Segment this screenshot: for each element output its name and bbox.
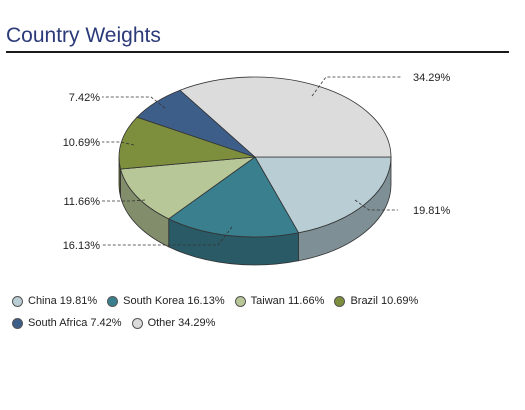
data-label-brazil: 10.69%: [63, 137, 101, 149]
legend-item-taiwan: Taiwan 11.66%: [234, 295, 325, 307]
legend: China 19.81% South Korea 16.13% Taiwan 1…: [12, 290, 452, 334]
data-label-south-korea: 16.13%: [63, 240, 101, 252]
pie-slice-south-korea: [167, 156, 300, 238]
data-label-taiwan: 11.66%: [64, 196, 101, 208]
legend-swatch-south-korea: [107, 295, 119, 307]
pie-chart: 19.81% 16.13% 11.66% 10.69% 7.42% 34.29%: [63, 72, 451, 266]
legend-label-south-korea: South Korea 16.13%: [123, 295, 225, 307]
data-label-south-africa: 7.42%: [69, 92, 100, 104]
legend-label-south-africa: South Africa 7.42%: [28, 317, 122, 329]
data-label-china: 19.81%: [413, 205, 451, 217]
title-divider: [6, 51, 509, 53]
data-labels: 19.81% 16.13% 11.66% 10.69% 7.42% 34.29%: [63, 72, 451, 252]
legend-swatch-brazil: [334, 295, 346, 307]
legend-swatch-china: [12, 295, 23, 307]
leader-line-brazil: [102, 141, 135, 146]
legend-swatch-south-africa: [12, 317, 23, 329]
leader-line-south-africa: [102, 96, 166, 109]
pie-slice-china: [254, 156, 392, 234]
legend-label-taiwan: Taiwan 11.66%: [250, 295, 325, 307]
legend-row: China 19.81% South Korea 16.13% Taiwan 1…: [12, 290, 452, 312]
legend-label-china: China 19.81%: [28, 295, 98, 307]
data-label-other: 34.29%: [413, 72, 451, 84]
legend-row: South Africa 7.42% Other 34.29%: [12, 312, 452, 334]
legend-swatch-other: [131, 317, 143, 329]
legend-item-south-korea: South Korea 16.13%: [107, 295, 225, 307]
pie-slice-taiwan: [120, 156, 257, 220]
leader-line-china: [354, 199, 398, 211]
pie-top: [118, 76, 392, 238]
legend-item-south-africa: South Africa 7.42%: [12, 317, 122, 329]
legend-label-brazil: Brazil 10.69%: [350, 295, 419, 307]
legend-swatch-taiwan: [234, 295, 246, 307]
legend-item-brazil: Brazil 10.69%: [334, 295, 418, 307]
chart-title: Country Weights: [6, 24, 161, 47]
legend-label-other: Other 34.29%: [147, 317, 216, 329]
leader-line-south-korea: [102, 226, 233, 246]
legend-item-china: China 19.81%: [12, 295, 97, 307]
legend-item-other: Other 34.29%: [131, 317, 216, 329]
leader-line-other: [311, 76, 402, 97]
